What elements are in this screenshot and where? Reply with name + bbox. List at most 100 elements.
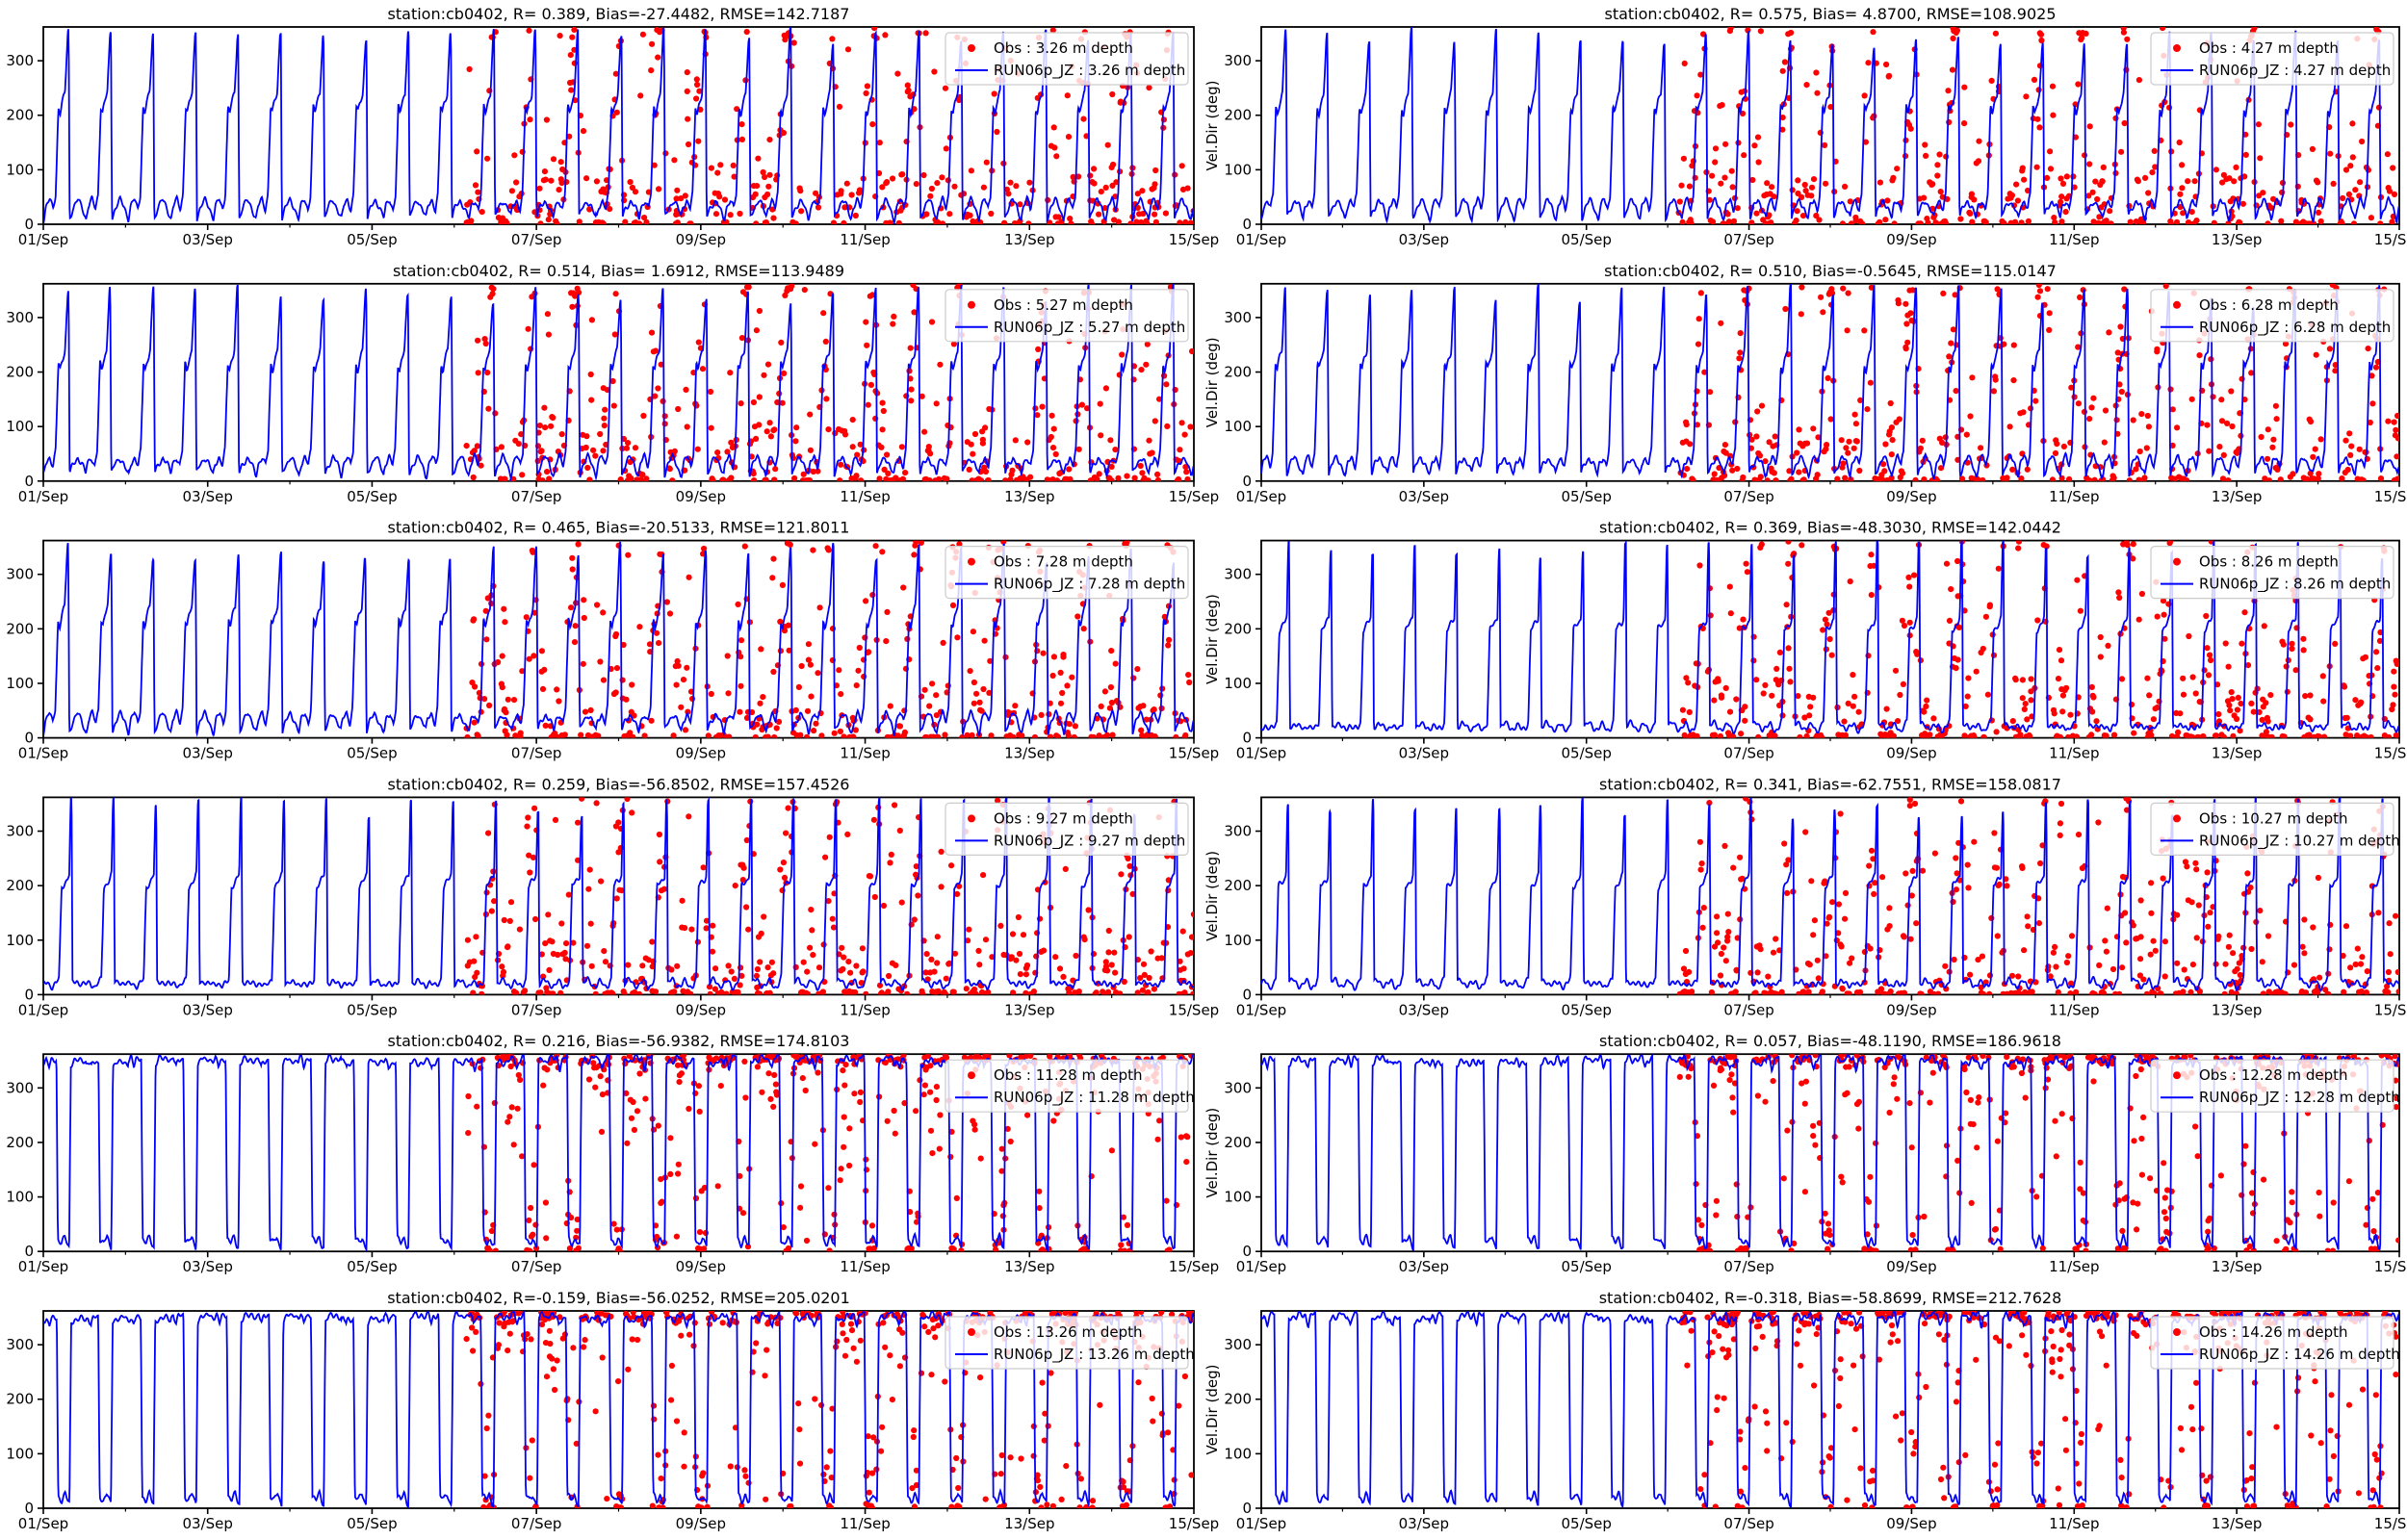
x-tick-label: 07/Sep [511, 1001, 561, 1018]
y-tick-label: 300 [1224, 823, 1252, 840]
x-tick-label: 07/Sep [1723, 488, 1773, 505]
x-tick-label: 05/Sep [1562, 1258, 1612, 1275]
x-tick-label: 09/Sep [676, 231, 726, 248]
y-tick-label: 0 [24, 1500, 34, 1517]
legend: Obs : 12.28 m depth RUN06p_JZ : 12.28 m d… [2150, 1059, 2400, 1113]
x-tick-label: 11/Sep [2049, 488, 2099, 505]
subplot-title: station:cb0402, R= 0.389, Bias=-27.4482,… [388, 5, 850, 23]
y-tick-label: 100 [1224, 932, 1252, 949]
y-tick-label: 300 [1224, 1079, 1252, 1096]
x-tick-label: 01/Sep [1236, 1515, 1286, 1532]
x-tick-label: 13/Sep [2212, 1001, 2262, 1018]
y-tick-label: 300 [1224, 309, 1252, 326]
legend: Obs : 10.27 m depth RUN06p_JZ : 10.27 m d… [2150, 802, 2400, 857]
legend: Obs : 8.26 m depth RUN06p_JZ : 8.26 m dep… [2150, 545, 2394, 600]
subplot-row2-col1: station:cb0402, R= 0.514, Bias= 1.6912, … [6, 262, 1219, 505]
subplot-row3-col1: station:cb0402, R= 0.465, Bias=-20.5133,… [6, 519, 1219, 762]
legend-obs-label: Obs : 13.26 m depth [994, 1323, 1142, 1341]
legend: Obs : 9.27 m depth RUN06p_JZ : 9.27 m dep… [945, 802, 1189, 857]
subplot-title: station:cb0402, R= 0.341, Bias=-62.7551,… [1599, 775, 2061, 793]
x-tick-label: 09/Sep [1886, 488, 1936, 505]
x-tick-label: 15/Sep [2374, 1001, 2407, 1018]
x-tick-label: 05/Sep [1562, 231, 1612, 248]
x-tick-label: 05/Sep [1562, 1001, 1612, 1018]
legend-obs-label: Obs : 5.27 m depth [994, 296, 1133, 314]
model-line [1261, 540, 2399, 734]
legend-obs-marker [968, 557, 975, 566]
y-axis-label: Vel.Dir (deg) [1204, 1365, 1221, 1455]
y-tick-label: 100 [6, 1445, 34, 1462]
x-tick-label: 01/Sep [18, 488, 68, 505]
x-tick-label: 03/Sep [183, 1001, 233, 1018]
x-tick-label: 15/Sep [2374, 488, 2407, 505]
obs-scatter [464, 797, 1194, 995]
legend-model-label: RUN06p_JZ : 8.26 m depth [2199, 576, 2391, 594]
x-tick-label: 03/Sep [183, 745, 233, 762]
legend-obs-label: Obs : 14.26 m depth [2199, 1323, 2347, 1341]
y-tick-label: 100 [1224, 1445, 1252, 1462]
y-tick-label: 0 [1242, 216, 1252, 233]
legend-obs-marker [968, 44, 975, 52]
legend-model-label: RUN06p_JZ : 9.27 m depth [994, 832, 1185, 850]
y-tick-label: 100 [1224, 1189, 1252, 1206]
legend-obs-marker [968, 814, 975, 823]
y-tick-label: 300 [6, 309, 34, 326]
model-line [43, 797, 1194, 991]
x-axis: 01/Sep 03/Sep 05/Sep 07/Sep 09/Sep 11/Sep 13/S… [1236, 224, 2407, 248]
x-tick-label: 01/Sep [18, 1258, 68, 1275]
x-tick-label: 15/Sep [1169, 745, 1219, 762]
x-axis: 01/Sep 03/Sep 05/Sep 07/Sep 09/Sep 11/Sep 13/S… [1236, 1508, 2407, 1532]
y-tick-label: 300 [1224, 1336, 1252, 1353]
x-tick-label: 13/Sep [1004, 231, 1054, 248]
y-tick-label: 100 [6, 161, 34, 178]
x-tick-label: 01/Sep [18, 1515, 68, 1532]
y-tick-label: 100 [6, 1189, 34, 1206]
y-tick-label: 0 [24, 216, 34, 233]
y-tick-label: 0 [1242, 1243, 1252, 1260]
y-axis: 0 100 200 300 [6, 566, 43, 747]
legend: Obs : 13.26 m depth RUN06p_JZ : 13.26 m d… [945, 1316, 1195, 1370]
y-tick-label: 300 [6, 52, 34, 69]
x-tick-label: 09/Sep [1886, 1001, 1936, 1018]
x-tick-label: 07/Sep [511, 488, 561, 505]
x-tick-label: 07/Sep [1723, 1515, 1773, 1532]
x-tick-label: 05/Sep [347, 745, 397, 762]
y-tick-label: 200 [6, 877, 34, 894]
y-axis: 0 100 200 300 [6, 52, 43, 233]
legend-model-label: RUN06p_JZ : 11.28 m depth [994, 1089, 1195, 1107]
x-tick-label: 03/Sep [1399, 1515, 1449, 1532]
legend-obs-marker [968, 1328, 975, 1336]
x-tick-label: 11/Sep [2049, 745, 2099, 762]
x-tick-label: 09/Sep [1886, 1515, 1936, 1532]
legend: Obs : 7.28 m depth RUN06p_JZ : 7.28 m dep… [945, 545, 1189, 600]
x-axis: 01/Sep 03/Sep 05/Sep 07/Sep 09/Sep 11/Sep 13/S… [18, 224, 1219, 248]
y-tick-label: 300 [6, 1336, 34, 1353]
x-axis: 01/Sep 03/Sep 05/Sep 07/Sep 09/Sep 11/Sep 13/S… [18, 480, 1219, 505]
x-tick-label: 11/Sep [840, 1001, 890, 1018]
legend-model-label: RUN06p_JZ : 7.28 m depth [994, 576, 1185, 594]
legend-obs-marker [2173, 1328, 2181, 1336]
x-tick-label: 07/Sep [1723, 1258, 1773, 1275]
y-axis: 0 100 200 300 [6, 309, 43, 490]
subplot-title: station:cb0402, R= 0.514, Bias= 1.6912, … [393, 262, 844, 280]
y-tick-label: 300 [6, 823, 34, 840]
legend-model-label: RUN06p_JZ : 10.27 m depth [2199, 832, 2400, 850]
x-tick-label: 03/Sep [183, 231, 233, 248]
y-tick-label: 200 [1224, 364, 1252, 381]
subplot-row1-col1: station:cb0402, R= 0.389, Bias=-27.4482,… [6, 5, 1219, 248]
x-tick-label: 07/Sep [511, 745, 561, 762]
x-tick-label: 03/Sep [1399, 1258, 1449, 1275]
x-tick-label: 15/Sep [2374, 231, 2407, 248]
x-tick-label: 09/Sep [1886, 1258, 1936, 1275]
x-axis: 01/Sep 03/Sep 05/Sep 07/Sep 09/Sep 11/Sep 13/S… [18, 1508, 1219, 1532]
y-axis: 0 100 200 300 [6, 1079, 43, 1260]
x-tick-label: 11/Sep [840, 231, 890, 248]
x-tick-label: 01/Sep [1236, 231, 1286, 248]
x-tick-label: 09/Sep [676, 745, 726, 762]
x-tick-label: 01/Sep [18, 231, 68, 248]
x-axis: 01/Sep 03/Sep 05/Sep 07/Sep 09/Sep 11/Sep 13/S… [1236, 994, 2407, 1018]
legend-obs-label: Obs : 7.28 m depth [994, 553, 1133, 571]
x-tick-label: 03/Sep [1399, 231, 1449, 248]
x-tick-label: 05/Sep [1562, 1515, 1612, 1532]
